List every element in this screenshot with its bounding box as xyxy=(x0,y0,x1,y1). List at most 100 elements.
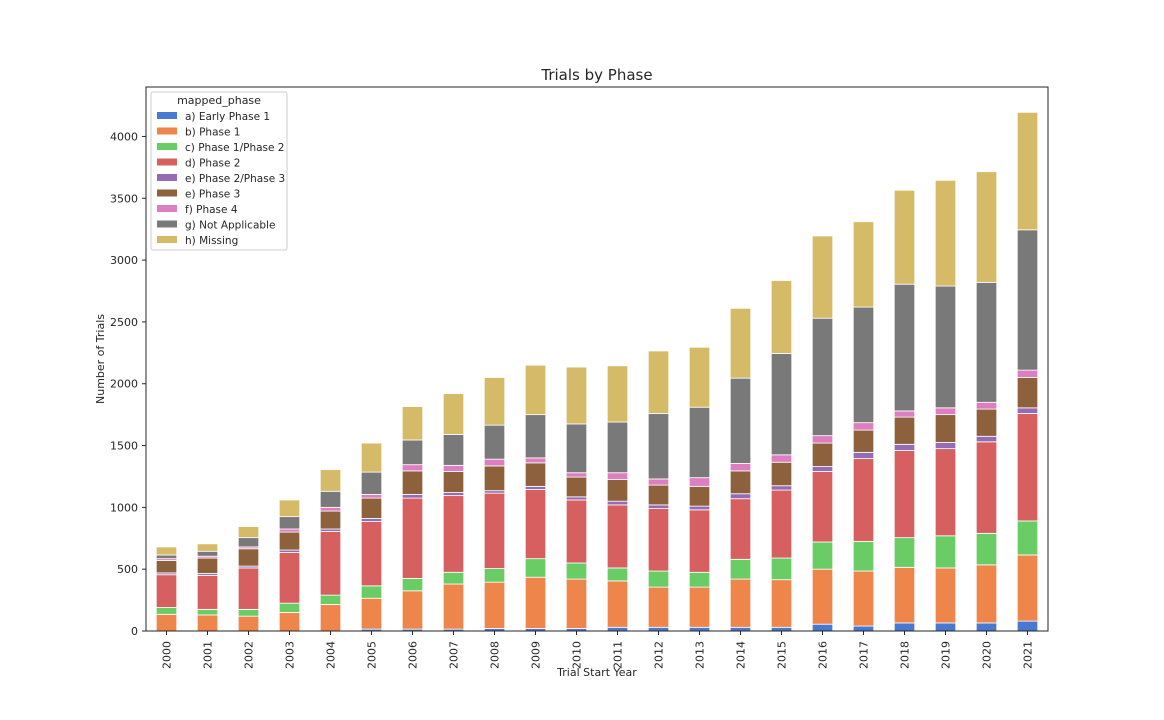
bar-segment xyxy=(1016,229,1039,371)
chart-title: Trials by Phase xyxy=(540,66,652,84)
bar-segment xyxy=(729,377,752,464)
bar-segment xyxy=(524,462,547,487)
bar-segment xyxy=(975,622,998,632)
bar-segment xyxy=(401,470,424,495)
bar-segment xyxy=(1016,407,1039,414)
bar-segment xyxy=(196,543,219,552)
bar-segment xyxy=(360,597,383,630)
bar-segment xyxy=(565,496,588,501)
bar-segment xyxy=(401,439,424,466)
bar-segment xyxy=(524,364,547,416)
bar-segment xyxy=(401,578,424,592)
bar-segment xyxy=(934,414,957,443)
bar-segment xyxy=(647,626,670,632)
bar-segment xyxy=(893,283,916,412)
bar-segment xyxy=(975,441,998,534)
bar-segment xyxy=(442,434,465,466)
x-tick-label: 2009 xyxy=(530,641,543,669)
legend-swatch xyxy=(157,189,177,197)
bar-segment xyxy=(278,552,301,604)
bar-segment xyxy=(811,541,834,570)
x-tick-label: 2014 xyxy=(735,641,748,669)
bar-segment xyxy=(975,281,998,403)
bar-segment xyxy=(237,608,260,617)
x-tick-label: 2019 xyxy=(940,641,953,669)
y-tick-label: 2000 xyxy=(110,378,138,391)
bar-segment xyxy=(852,570,875,627)
bar-segment xyxy=(483,465,506,492)
bar-segment xyxy=(934,285,957,409)
bar-segment xyxy=(319,490,342,508)
bar-segment xyxy=(975,435,998,443)
bar-segment xyxy=(852,429,875,453)
bar-segment xyxy=(647,508,670,572)
x-tick-label: 2008 xyxy=(489,641,502,669)
legend-label: f) Phase 4 xyxy=(185,204,238,216)
bar-segment xyxy=(401,406,424,441)
bar-segment xyxy=(278,516,301,530)
bar-segment xyxy=(975,564,998,624)
bar-segment xyxy=(1016,520,1039,556)
bar-segment xyxy=(852,458,875,542)
bar-segment xyxy=(1016,369,1039,378)
bar-segment xyxy=(155,554,178,560)
bar-segment xyxy=(647,478,670,486)
bar-segment xyxy=(647,350,670,414)
bar-segment xyxy=(606,365,629,423)
bar-segment xyxy=(565,499,588,564)
bars-layer xyxy=(155,111,1039,632)
legend-swatch xyxy=(157,127,177,135)
bar-segment xyxy=(770,454,793,463)
legend-label: e) Phase 2/Phase 3 xyxy=(185,173,285,185)
bar-segment xyxy=(483,424,506,460)
bar-segment xyxy=(360,493,383,499)
bar-segment xyxy=(688,406,711,479)
bar-segment xyxy=(483,377,506,426)
bar-segment xyxy=(360,518,383,522)
legend-title: mapped_phase xyxy=(177,94,261,107)
bar-segment xyxy=(524,489,547,560)
bar-segment xyxy=(606,580,629,628)
x-tick-label: 2013 xyxy=(694,641,707,669)
bar-segment xyxy=(278,499,301,518)
bar-segment xyxy=(565,366,588,425)
legend-label: d) Phase 2 xyxy=(185,158,240,170)
y-tick-label: 1000 xyxy=(110,501,138,514)
x-tick-label: 2007 xyxy=(448,641,461,669)
x-tick-label: 2000 xyxy=(161,641,174,669)
legend-swatch xyxy=(157,174,177,181)
bar-segment xyxy=(729,307,752,379)
bar-segment xyxy=(237,526,260,539)
bar-segment xyxy=(360,471,383,495)
bar-segment xyxy=(811,317,834,437)
bar-segment xyxy=(319,506,342,512)
bar-segment xyxy=(319,469,342,492)
bar-segment xyxy=(975,171,998,283)
y-tick-label: 0 xyxy=(131,625,138,638)
bar-segment xyxy=(893,189,916,285)
legend-label: a) Early Phase 1 xyxy=(185,111,270,123)
bar-segment xyxy=(893,416,916,445)
bar-segment xyxy=(1016,412,1039,522)
bar-segment xyxy=(442,571,465,585)
bar-segment xyxy=(688,485,711,507)
x-tick-label: 2015 xyxy=(776,641,789,669)
y-tick-label: 4000 xyxy=(110,130,138,143)
bar-segment xyxy=(975,401,998,410)
bar-segment xyxy=(893,622,916,632)
bar-segment xyxy=(893,443,916,451)
legend-label: g) Not Applicable xyxy=(185,220,275,232)
bar-segment xyxy=(155,560,178,574)
bar-segment xyxy=(401,497,424,579)
bar-segment xyxy=(606,500,629,506)
bar-segment xyxy=(893,410,916,418)
legend-swatch xyxy=(157,143,177,150)
bar-segment xyxy=(442,583,465,630)
legend-swatch xyxy=(157,205,177,212)
bar-segment xyxy=(852,306,875,424)
bar-segment xyxy=(360,497,383,519)
x-tick-label: 2016 xyxy=(817,641,830,669)
bar-segment xyxy=(893,566,916,624)
bar-segment xyxy=(606,567,629,582)
bar-segment xyxy=(606,626,629,632)
